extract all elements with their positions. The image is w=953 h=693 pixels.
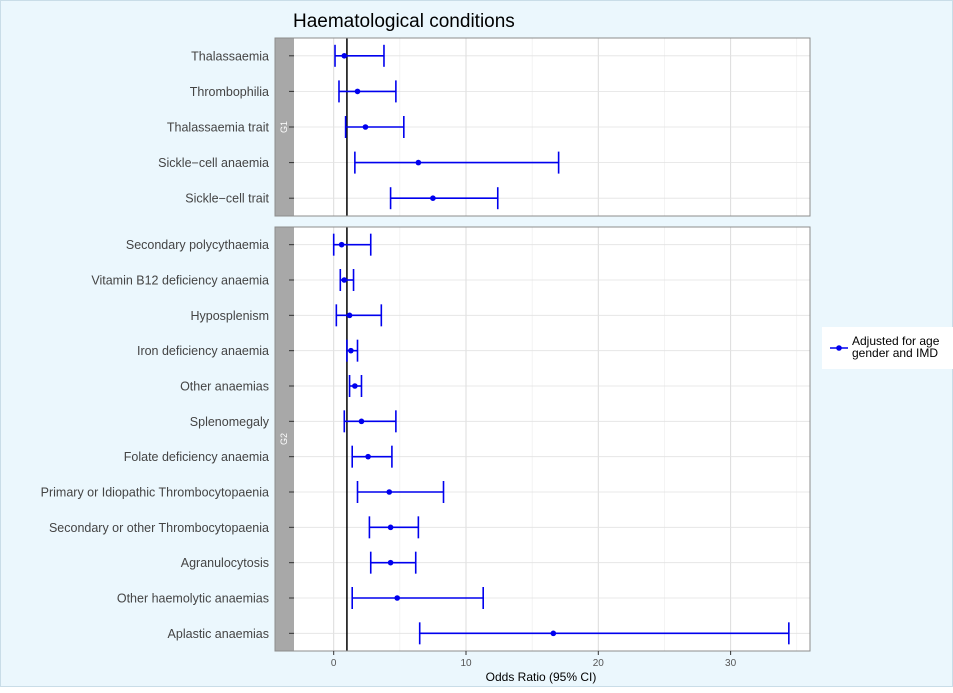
legend-label: gender and IMD [852, 346, 938, 360]
forest-row: Thalassaemia trait [167, 116, 405, 138]
facet-strip-label: G1 [279, 121, 289, 133]
forest-row: Iron deficiency anaemia [137, 339, 359, 362]
x-tick-label: 0 [331, 658, 337, 669]
forest-row: Splenomegaly [190, 410, 397, 433]
odds-ratio-point [346, 312, 353, 319]
forest-row: Other anaemias [180, 375, 363, 397]
odds-ratio-point [387, 559, 394, 566]
x-tick-label: 10 [460, 658, 472, 669]
forest-row: Hyposplenism [190, 304, 383, 327]
forest-row: Sickle−cell anaemia [158, 151, 560, 174]
odds-ratio-point [341, 277, 348, 283]
odds-ratio-point [365, 453, 371, 460]
odds-ratio-point [387, 524, 394, 531]
forest-row: Agranulocytosis [181, 551, 417, 574]
y-tick-label: Primary or Idiopathic Thrombocytopaenia [41, 486, 269, 500]
odds-ratio-point [354, 88, 361, 95]
y-tick-label: Agranulocytosis [181, 556, 269, 570]
facet-strip [275, 38, 294, 216]
y-tick-label: Aplastic anaemias [168, 627, 269, 641]
odds-ratio-point [348, 347, 354, 354]
odds-ratio-point [550, 630, 557, 637]
forest-row: Thalassaemia [191, 44, 385, 67]
legend-key-point [836, 345, 842, 351]
forest-row: Sickle−cell trait [185, 187, 499, 210]
x-tick-label: 20 [593, 658, 605, 669]
odds-ratio-point [386, 489, 393, 495]
y-tick-label: Sickle−cell trait [185, 192, 269, 206]
y-tick-label: Thalassaemia trait [167, 121, 270, 135]
y-tick-label: Other haemolytic anaemias [117, 592, 269, 606]
odds-ratio-point [358, 418, 365, 425]
forest-row: Other haemolytic anaemias [117, 587, 485, 609]
y-tick-label: Hyposplenism [190, 309, 269, 323]
panels-layer: G1 Thalassaemia Thrombophilia Thalassaemia … [41, 37, 811, 652]
y-tick-label: Thalassaemia [191, 49, 269, 63]
panel-border [274, 226, 811, 652]
forest-row: Primary or Idiopathic Thrombocytopaenia [41, 481, 445, 503]
odds-ratio-point [394, 595, 401, 601]
forest-row: Folate deficiency anaemia [124, 445, 393, 468]
facet-strip-label: G2 [279, 433, 289, 445]
y-tick-label: Secondary or other Thrombocytopaenia [49, 521, 269, 535]
forest-row: Thrombophilia [190, 80, 397, 103]
y-tick-label: Thrombophilia [190, 85, 269, 99]
panel-border [274, 37, 811, 217]
y-tick-label: Splenomegaly [190, 415, 270, 429]
odds-ratio-point [415, 159, 422, 166]
odds-ratio-point [352, 383, 358, 389]
y-tick-label: Other anaemias [180, 380, 269, 394]
chart-title: Haematological conditions [293, 11, 515, 32]
x-axis: 0 10 20 30 [331, 651, 737, 669]
x-tick-label: 30 [725, 658, 737, 669]
legend-label: Adjusted for age [852, 334, 940, 348]
panel-background [294, 227, 810, 651]
odds-ratio-point [362, 124, 369, 130]
odds-ratio-point [430, 195, 436, 201]
y-tick-label: Vitamin B12 deficiency anaemia [91, 274, 269, 288]
y-tick-label: Secondary polycythaemia [126, 238, 269, 252]
odds-ratio-point [338, 241, 345, 248]
panel-g1: G1 Thalassaemia Thrombophilia Thalassaemia … [158, 37, 811, 217]
y-tick-label: Iron deficiency anaemia [137, 344, 269, 358]
forest-row: Aplastic anaemias [168, 622, 790, 645]
forest-row: Secondary polycythaemia [126, 233, 372, 256]
y-tick-label: Folate deficiency anaemia [124, 450, 269, 464]
panel-g2: G2 Secondary polycythaemia Vitamin B12 def… [41, 226, 811, 652]
facet-strip [275, 227, 294, 651]
odds-ratio-point [341, 53, 348, 59]
forest-row: Vitamin B12 deficiency anaemia [91, 269, 355, 291]
forest-row: Secondary or other Thrombocytopaenia [49, 516, 420, 539]
y-tick-label: Sickle−cell anaemia [158, 156, 269, 170]
x-axis-title: Odds Ratio (95% CI) [486, 670, 597, 684]
